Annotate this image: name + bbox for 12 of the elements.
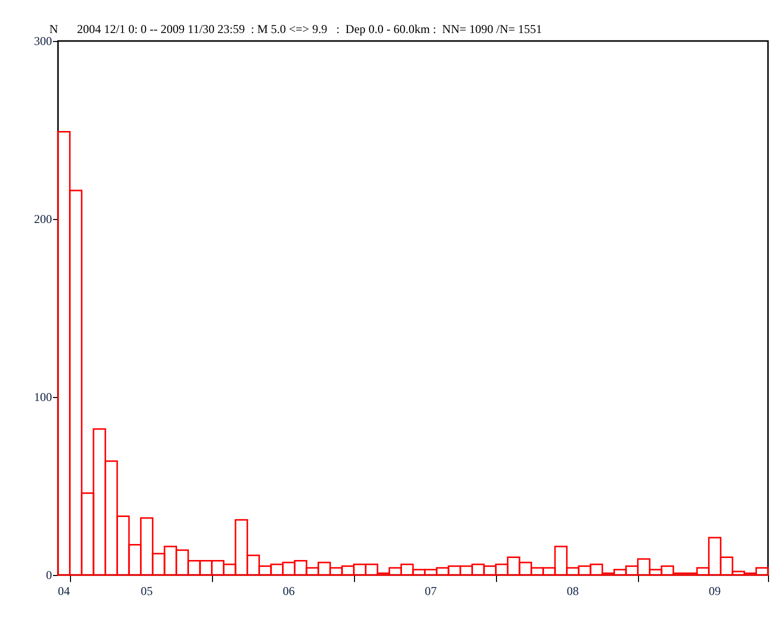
y-tick-label: 0 (46, 568, 52, 582)
y-tick-label: 300 (34, 34, 52, 48)
x-tick-label: 09 (708, 584, 721, 598)
x-tick-label: 04 (58, 584, 70, 598)
y-axis-title: N (49, 22, 58, 36)
x-tick-label: 07 (424, 584, 437, 598)
y-tick-label: 100 (34, 390, 52, 404)
x-tick-label: 08 (566, 584, 579, 598)
x-tick-label: 06 (282, 584, 295, 598)
x-tick-label: 05 (140, 584, 153, 598)
y-tick-label: 200 (34, 212, 52, 226)
chart-title: 2004 12/1 0: 0 -- 2009 11/30 23:59 : M 5.0 <=> 9.9 : Dep 0.0 - 60.0km : NN= 1090 /N= 1551 (77, 22, 542, 36)
